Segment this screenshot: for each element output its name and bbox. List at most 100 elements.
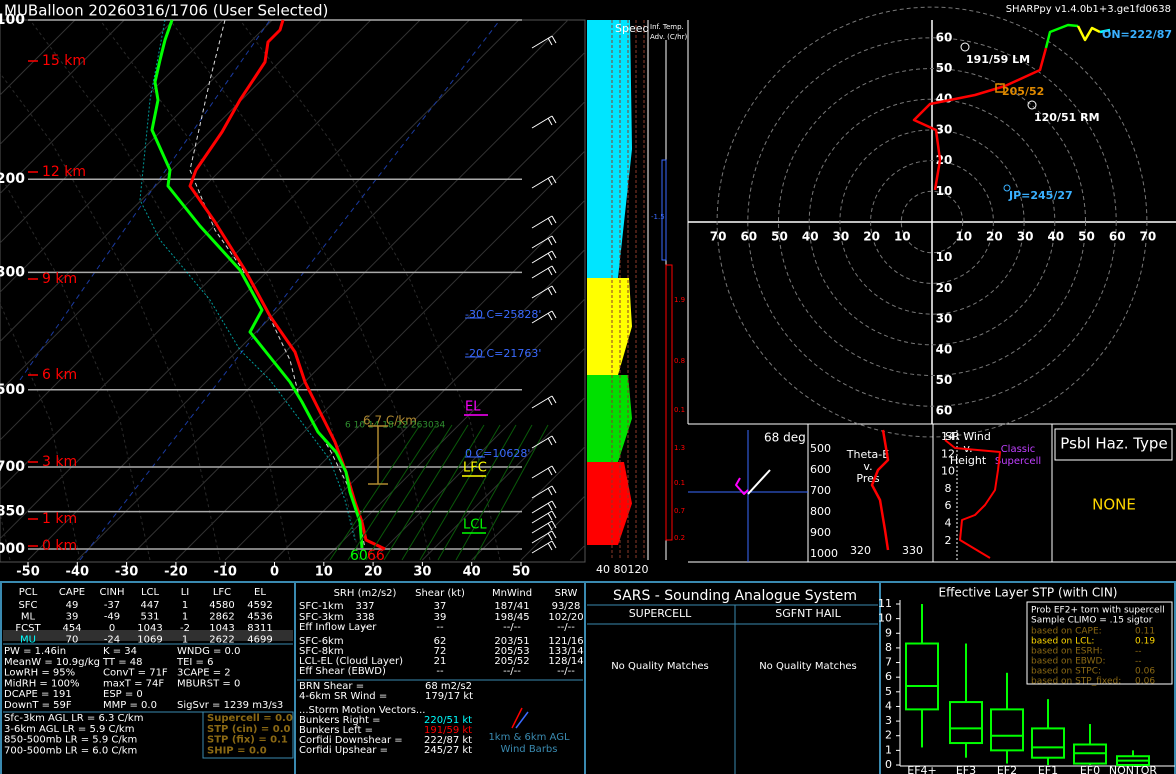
kin-cell: 93/28 — [552, 601, 581, 612]
storm-value: 220/51 kt — [424, 715, 472, 726]
mean-wind — [995, 83, 1005, 93]
sars-column: SUPERCELL — [629, 607, 692, 620]
hodo-label: 10 — [936, 250, 953, 264]
hazard-title-box — [1054, 428, 1173, 461]
wind-barb — [531, 115, 553, 129]
wind-barb — [551, 500, 557, 509]
hodo-ring — [808, 98, 1056, 346]
wind-barb — [547, 487, 553, 496]
composite: SHIP = 0.0 — [207, 745, 267, 756]
hazard-value: NONE — [1092, 496, 1136, 514]
hodo-ring — [839, 129, 1025, 315]
kin-cell: 21 — [434, 656, 447, 667]
kin-cell: 62 — [434, 636, 447, 647]
pressure-label: 100 — [0, 12, 25, 28]
hodo-label: 50 — [771, 230, 788, 244]
chart-title: Effective Layer STP (with CIN) — [939, 586, 1118, 600]
te-pres: 700 — [810, 484, 831, 497]
legend-row: based on STP_fixed: — [1031, 677, 1121, 687]
index: DCAPE = 191 — [4, 689, 72, 700]
thermo-cell: 70 — [66, 635, 79, 646]
y-tick-label: 6 — [885, 670, 892, 683]
kin-cell: -- — [361, 622, 369, 633]
x-tick-label: NONTOR — [1109, 764, 1157, 774]
index: PW = 1.46in — [4, 646, 66, 657]
window-title: MUBalloon 20260316/1706 (User Selected) — [4, 2, 328, 20]
dry-adiabat — [29, 19, 291, 561]
kin-cell: Eff Shear (EBWD) — [299, 666, 386, 677]
box — [949, 701, 983, 745]
wind-barb — [531, 520, 553, 534]
wind-barb — [547, 287, 553, 296]
thermo-cell: SFC — [18, 600, 37, 611]
legend-row: based on EBWD: — [1031, 657, 1106, 667]
pressure-label: 700 — [0, 459, 25, 475]
height-label: 15 km — [42, 53, 86, 69]
lapse-scale: 6 10 14 18 22 263034 — [345, 421, 445, 431]
thermo-header: LI — [181, 587, 190, 598]
wind-barb — [551, 265, 557, 274]
thermo-cell: 4536 — [247, 612, 272, 623]
te-pres: 1000 — [810, 547, 838, 560]
kin-extra: 4-6km SR Wind = — [299, 691, 387, 702]
wind-barb — [551, 395, 557, 404]
upshear — [1003, 184, 1011, 192]
thermo-cell: 2862 — [209, 612, 234, 623]
kin-extra: 179/17 kt — [425, 691, 473, 702]
temp-label: -20 — [164, 565, 188, 580]
temp-label: 40 — [463, 565, 481, 580]
lapse: 850-500mb LR = 5.9 C/km — [4, 735, 137, 746]
hodo-label: 30 — [1017, 230, 1034, 244]
wind-barb — [547, 522, 553, 531]
wind-barb — [531, 435, 553, 449]
lapse-guide — [347, 424, 437, 561]
thermo-cell: 0 — [109, 623, 115, 634]
isotherm — [0, 20, 323, 343]
speed-title: Speed — [615, 22, 649, 35]
wind-barb — [551, 235, 557, 244]
sr-height: 4 — [945, 517, 952, 530]
wind-barb — [547, 542, 553, 551]
sr-trace — [944, 439, 1001, 559]
barbs-label: 1km & 6km AGL — [488, 732, 570, 743]
lapse-guide — [365, 424, 453, 561]
thermo-cell: 1043 — [209, 623, 234, 634]
wind-barb — [551, 520, 557, 529]
kin-cell: 133/14 — [548, 646, 583, 657]
legend-value: -- — [1135, 657, 1142, 667]
height-label: 3 km — [42, 454, 77, 470]
y-tick-label: 0 — [885, 758, 892, 771]
isotherm — [0, 20, 76, 96]
kin-cell: 338 — [355, 612, 374, 623]
pressure-label: 300 — [0, 264, 25, 280]
wind-barb — [531, 265, 553, 279]
thermo-cell: -37 — [104, 600, 120, 611]
legend-value: 0.11 — [1135, 627, 1155, 637]
x-tick-label: EF3 — [956, 764, 976, 774]
temp-label: -40 — [66, 565, 90, 580]
thermo-cell: -49 — [104, 612, 120, 623]
storm-label: Corfidi Downshear = — [299, 735, 403, 746]
adv-value: 0.1 — [674, 479, 685, 487]
wind-barb — [547, 437, 553, 446]
index: ESP = 0 — [103, 689, 143, 700]
wind-barb — [531, 540, 553, 554]
kin-cell: -- — [436, 666, 444, 677]
sr-height: 10 — [941, 465, 955, 478]
y-tick-label: 5 — [885, 685, 892, 698]
parcel-level: EL — [465, 400, 481, 415]
composite: STP (cin) = 0.0 — [207, 724, 291, 735]
kin-header: SRH (m2/s2) — [334, 588, 397, 599]
sr-height: 2 — [945, 534, 952, 547]
hodo-label: 60 — [936, 404, 953, 418]
wind-barb — [551, 435, 557, 444]
adv-value: 0.1 — [674, 406, 685, 414]
index: MBURST = 0 — [177, 678, 240, 689]
index: K = 34 — [103, 646, 137, 657]
sars-match: No Quality Matches — [611, 661, 709, 672]
pressure-label: 850 — [0, 504, 25, 520]
temp-label: 20 — [364, 565, 382, 580]
thermo-cell: 2622 — [209, 635, 234, 646]
hodo-ring — [778, 68, 1086, 376]
legend-row: based on LCL: — [1031, 637, 1094, 647]
